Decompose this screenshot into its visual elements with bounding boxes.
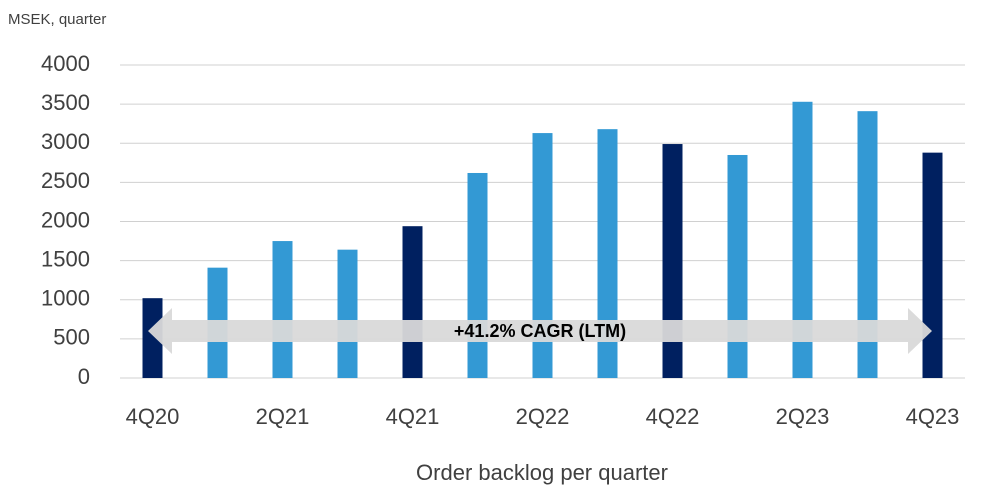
bar <box>467 172 488 378</box>
x-tick-label: 2Q23 <box>776 404 830 429</box>
bar <box>272 241 293 378</box>
bar <box>922 152 943 378</box>
x-tick-label: 2Q22 <box>516 404 570 429</box>
y-tick-label: 1000 <box>41 286 90 311</box>
cagr-annotation: +41.2% CAGR (LTM) <box>454 321 626 341</box>
x-axis-title: Order backlog per quarter <box>416 460 668 485</box>
y-tick-label: 2000 <box>41 207 90 232</box>
bar <box>532 133 553 378</box>
y-tick-label: 4000 <box>41 51 90 76</box>
bar <box>727 154 748 378</box>
y-tick-label: 2500 <box>41 168 90 193</box>
cagr-arrow <box>148 308 932 354</box>
x-tick-label: 4Q22 <box>646 404 700 429</box>
y-tick-label: 0 <box>78 364 90 389</box>
bar <box>857 111 878 378</box>
bar <box>792 101 813 378</box>
x-tick-label: 4Q21 <box>386 404 440 429</box>
bar <box>597 129 618 378</box>
y-tick-label: 3000 <box>41 129 90 154</box>
y-tick-label: 1500 <box>41 246 90 271</box>
x-tick-label: 4Q23 <box>906 404 960 429</box>
bar <box>337 249 358 378</box>
y-tick-label: 500 <box>53 325 90 350</box>
bars <box>142 101 943 378</box>
x-tick-label: 4Q20 <box>126 404 180 429</box>
bar <box>142 298 163 378</box>
bar <box>402 226 423 378</box>
x-tick-label: 2Q21 <box>256 404 310 429</box>
bar <box>662 144 683 378</box>
y-tick-label: 3500 <box>41 90 90 115</box>
y-unit-label: MSEK, quarter <box>8 11 106 28</box>
